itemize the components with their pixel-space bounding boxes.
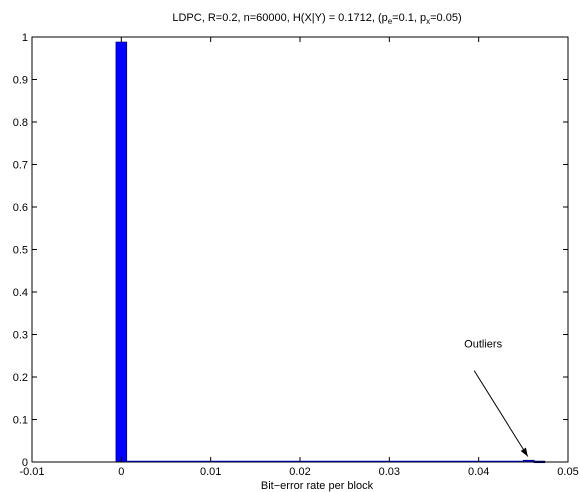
x-tick-label-0: -0.01 <box>19 466 44 478</box>
title-subscript-e: e <box>388 17 393 26</box>
y-tick-label-3: 0.3 <box>13 330 28 342</box>
y-tick-label-1: 0.1 <box>13 415 28 427</box>
y-tick-label-9: 0.9 <box>13 75 28 87</box>
x-tick-label-5: 0.04 <box>468 466 489 478</box>
y-tick-label-10: 1 <box>22 32 28 44</box>
x-tick-label-4: 0.03 <box>379 466 400 478</box>
annotation-group: Outliers <box>464 338 529 457</box>
y-tick-label-8: 0.8 <box>13 117 28 129</box>
x-ticks-group: -0.01 0 0.01 0.02 0.03 0.04 0.05 <box>19 37 579 478</box>
bars-group <box>115 41 546 464</box>
y-ticks-group: 0 0.1 0.2 0.3 0.4 0.5 0.6 0.7 0.8 0.9 1 <box>13 32 568 469</box>
y-tick-label-4: 0.4 <box>13 287 28 299</box>
x-tick-label-1: 0 <box>118 466 124 478</box>
title-mid: =0.1, p <box>392 12 426 24</box>
annotation-arrow-head <box>520 447 528 457</box>
annotation-outliers-label: Outliers <box>464 338 502 350</box>
y-tick-label-0: 0 <box>22 457 28 469</box>
y-tick-label-7: 0.7 <box>13 160 28 172</box>
title-suffix: =0.05) <box>430 12 462 24</box>
chart-title: LDPC, R=0.2, n=60000, H(X|Y) = 0.1712, (… <box>172 12 461 26</box>
y-tick-label-5: 0.5 <box>13 245 28 257</box>
y-tick-label-2: 0.2 <box>13 372 28 384</box>
title-subscript-x: x <box>426 17 430 26</box>
x-tick-label-2: 0.01 <box>200 466 221 478</box>
annotation-arrow-line <box>473 370 529 457</box>
bar-0 <box>115 41 128 463</box>
y-tick-label-6: 0.6 <box>13 202 28 214</box>
x-tick-label-3: 0.02 <box>289 466 310 478</box>
x-tick-label-6: 0.05 <box>557 466 578 478</box>
axes-group <box>31 36 569 463</box>
plot-frame <box>31 36 569 463</box>
x-axis-label: Bit−error rate per block <box>261 480 374 492</box>
title-prefix: LDPC, R=0.2, n=60000, H(X|Y) = 0.1712, (… <box>172 12 387 24</box>
